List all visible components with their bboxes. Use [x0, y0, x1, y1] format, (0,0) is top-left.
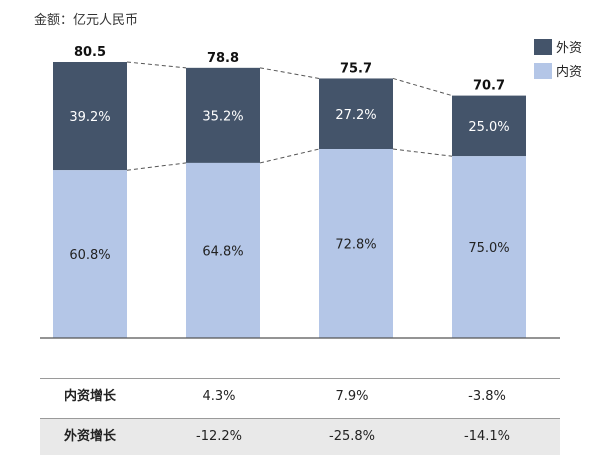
connector-top-1 — [259, 67, 320, 79]
bar-domestic-2020 — [186, 162, 260, 338]
connector-split-2 — [392, 148, 453, 157]
label-domestic-2019: 60.8% — [69, 248, 110, 263]
label-domestic-2020: 64.8% — [202, 244, 243, 259]
foreign-growth-2021: -25.8% — [329, 429, 375, 444]
label-domestic-2022: 75.0% — [468, 241, 509, 256]
label-foreign-2021: 27.2% — [335, 108, 376, 123]
domestic-growth-2022: -3.8% — [468, 389, 506, 404]
legend-swatch-0 — [534, 39, 552, 55]
domestic-growth-2020: 4.3% — [202, 389, 236, 404]
foreign-growth-2020: -12.2% — [196, 429, 242, 444]
connector-split-1 — [259, 148, 320, 164]
foreign-growth-2022: -14.1% — [464, 429, 510, 444]
total-label-2021: 75.7 — [340, 61, 372, 76]
row-label-domestic-growth: 内资增长 — [64, 389, 117, 404]
label-foreign-2019: 39.2% — [69, 110, 110, 125]
label-foreign-2020: 35.2% — [202, 109, 243, 124]
legend-swatch-1 — [534, 63, 552, 79]
label-foreign-2022: 25.0% — [468, 120, 509, 135]
total-label-2019: 80.5 — [74, 45, 106, 60]
label-domestic-2021: 72.8% — [335, 238, 376, 253]
table-middle-divider — [40, 418, 560, 419]
bar-domestic-2022 — [452, 156, 526, 338]
table-row-domestic-growth: 内资增长 4.3% 7.9% -3.8% — [40, 379, 560, 415]
legend-label-1: 内资 — [556, 64, 582, 80]
legend-label-0: 外资 — [556, 41, 582, 56]
bar-domestic-2019 — [53, 170, 127, 338]
total-label-2020: 78.8 — [207, 51, 239, 66]
bar-domestic-2021 — [319, 149, 393, 338]
bar-foreign-2020 — [186, 67, 260, 163]
connector-top-2 — [392, 77, 453, 97]
row-label-foreign-growth: 外资增长 — [64, 429, 117, 444]
unit-label: 金额：亿元人民币 — [34, 13, 139, 28]
bar-foreign-2019 — [53, 62, 127, 171]
stacked-bar-chart: 39.2%60.8%80.5201935.2%64.8%78.8202027.2… — [40, 39, 582, 339]
connector-split-0 — [126, 162, 187, 171]
total-label-2022: 70.7 — [473, 79, 505, 94]
bar-foreign-2021 — [319, 78, 393, 150]
domestic-growth-2021: 7.9% — [335, 389, 369, 404]
table-row-foreign-growth: 外资增长 -12.2% -25.8% -14.1% — [40, 419, 560, 455]
bar-foreign-2022 — [452, 95, 526, 157]
table-top-divider — [40, 378, 560, 379]
connector-top-0 — [126, 61, 187, 69]
